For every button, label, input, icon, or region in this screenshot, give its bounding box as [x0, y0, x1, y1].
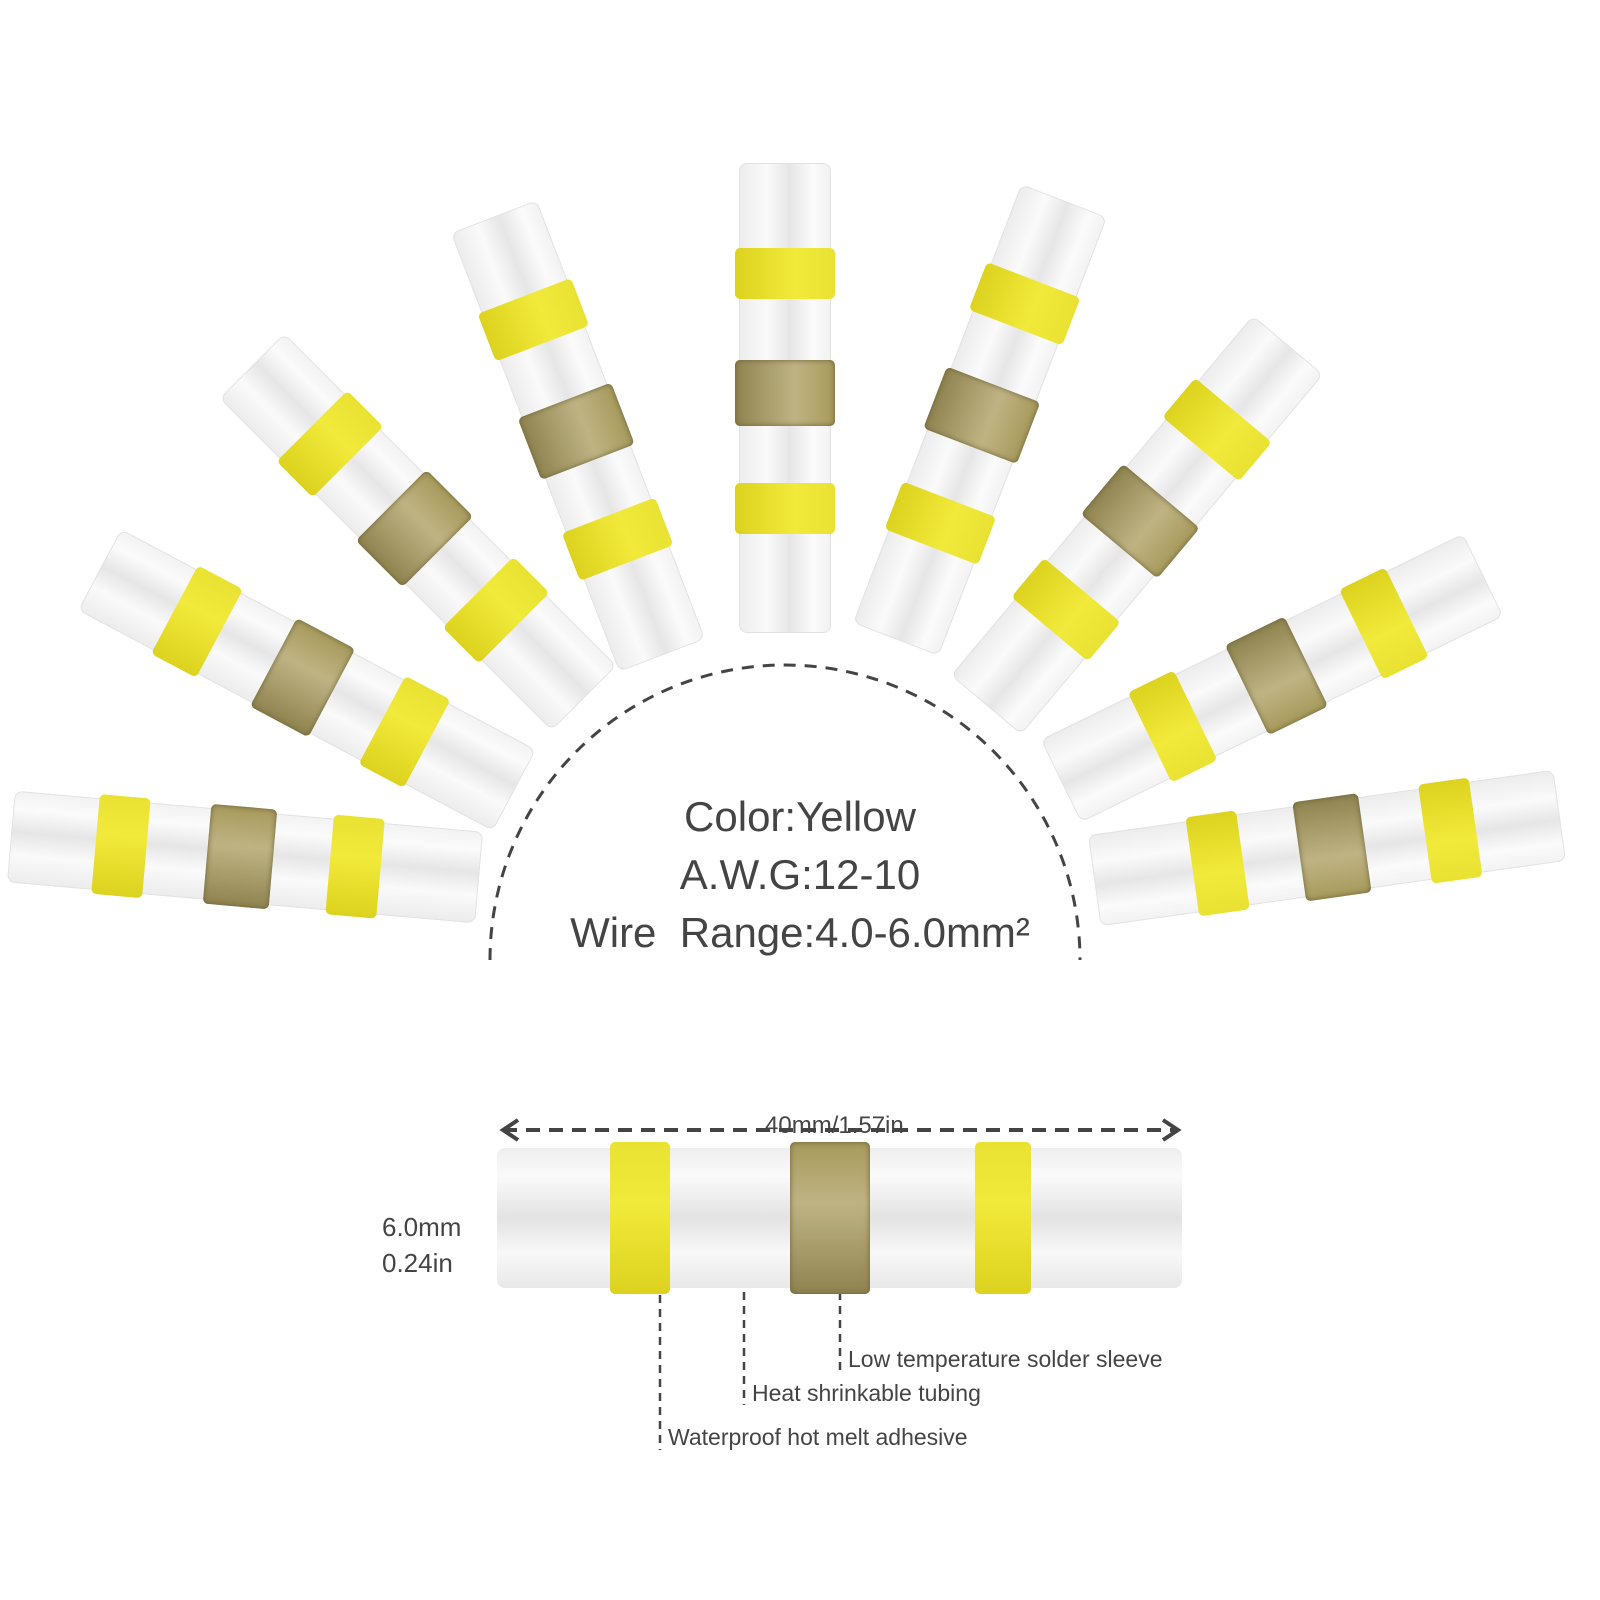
adhesive-ring — [1338, 567, 1430, 680]
adhesive-ring — [975, 1142, 1031, 1294]
solder-connector — [735, 163, 835, 633]
adhesive-ring — [1185, 810, 1251, 917]
diameter-in-label: 0.24in — [382, 1248, 453, 1278]
adhesive-ring — [561, 497, 674, 582]
solder-sleeve — [735, 360, 835, 427]
adhesive-ring — [477, 277, 590, 362]
adhesive-ring — [968, 261, 1081, 346]
connector-detail — [497, 1142, 1182, 1294]
adhesive-ring — [1417, 777, 1483, 884]
length-label: 40mm/1.57in — [765, 1112, 904, 1139]
awg-spec: A.W.G:12-10 — [679, 851, 921, 898]
adhesive-ring — [1127, 670, 1218, 783]
adhesive-ring — [884, 481, 997, 566]
callout-leaders — [658, 1292, 842, 1450]
solder-sleeve — [1292, 793, 1372, 902]
wire-range-spec: Wire Range:4.0-6.0mm² — [570, 909, 1030, 956]
adhesive-ring — [324, 814, 386, 919]
length-arrow — [499, 1118, 1182, 1142]
adhesive-ring — [735, 247, 835, 300]
callout-heat-shrink: Heat shrinkable tubing — [752, 1380, 981, 1406]
callout-adhesive: Waterproof hot melt adhesive — [668, 1424, 968, 1450]
solder-sleeve — [203, 803, 278, 910]
solder-sleeve — [790, 1142, 870, 1294]
callout-solder-sleeve: Low temperature solder sleeve — [848, 1346, 1163, 1372]
diameter-mm-label: 6.0mm — [382, 1212, 462, 1242]
adhesive-ring — [610, 1142, 670, 1294]
spec-block: Color:Yellow A.W.G:12-10 Wire Range:4.0-… — [540, 788, 1060, 962]
adhesive-ring — [90, 794, 152, 899]
adhesive-ring — [735, 482, 835, 535]
adhesive-ring — [150, 565, 244, 678]
color-spec: Color:Yellow — [684, 793, 916, 840]
adhesive-ring — [358, 675, 451, 789]
